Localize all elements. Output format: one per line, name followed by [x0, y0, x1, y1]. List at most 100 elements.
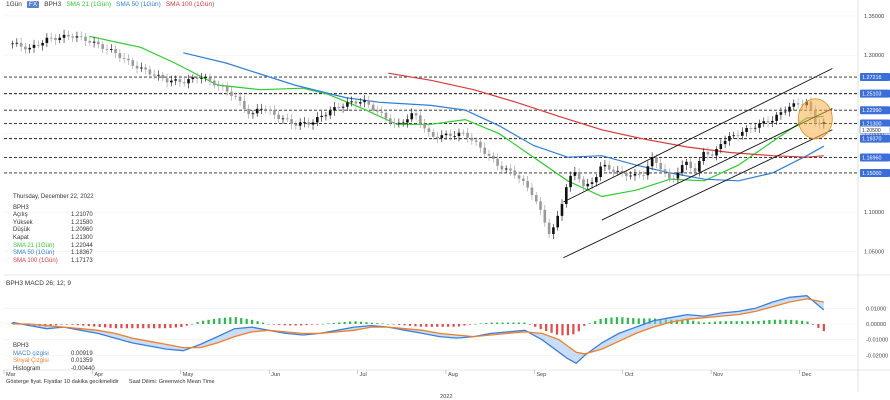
histogram-bar [501, 322, 504, 324]
level-tag-label: 1.15000 [862, 171, 882, 177]
candle-body [788, 106, 791, 112]
candle [771, 116, 774, 128]
candle-body [659, 162, 663, 170]
candle-body [474, 140, 478, 142]
candle-body [487, 153, 491, 156]
level-tag-bg [860, 153, 890, 162]
candle [328, 106, 332, 119]
candle [444, 130, 448, 140]
candle-body [401, 122, 405, 124]
candle [230, 86, 233, 101]
candle [49, 32, 53, 43]
macd-series [12, 295, 825, 365]
candle-body [84, 36, 87, 41]
histogram-bar [294, 324, 297, 326]
histogram-bar [702, 322, 706, 324]
candle [539, 197, 542, 215]
candle-body [534, 195, 538, 202]
candle [371, 101, 375, 115]
macd-row-hist: Histogram -0.00440 [13, 365, 95, 372]
histogram-bar [109, 324, 112, 328]
price-candles [11, 29, 826, 239]
histogram-bar [566, 324, 570, 336]
candle-body [354, 101, 358, 104]
candle [251, 110, 255, 119]
histogram-bar [604, 317, 608, 324]
interval-label[interactable]: 1Gün [6, 1, 22, 8]
level-tag: 1.15000 [860, 168, 890, 177]
histogram-bar [218, 318, 221, 324]
macd-tick-label: 0.00000 [866, 322, 886, 328]
candle-body [187, 79, 190, 84]
candle-body [161, 74, 165, 79]
candle-body [225, 86, 229, 92]
candle [680, 160, 684, 176]
candle [629, 171, 632, 180]
histogram-bar [332, 322, 335, 324]
candle [174, 75, 177, 85]
fx-badge[interactable]: FX [26, 1, 40, 8]
price-levels [4, 76, 858, 174]
candle [556, 210, 559, 231]
candle [45, 33, 49, 48]
candle-body [637, 173, 641, 175]
histogram-bar [403, 324, 406, 326]
candle-body [41, 42, 44, 46]
candle [397, 118, 401, 128]
candle [689, 157, 693, 172]
candle-body [49, 37, 53, 39]
channel-upper [563, 68, 833, 203]
candle [97, 37, 100, 49]
candle [749, 123, 753, 134]
candle [67, 30, 70, 40]
candle-body [706, 151, 710, 155]
candle-body [449, 133, 452, 137]
info-symbol: BPH3 [13, 204, 29, 211]
histogram-bar [708, 322, 711, 324]
candle-body [32, 44, 36, 48]
candle [401, 119, 405, 127]
histogram-bar [517, 322, 521, 324]
candle [384, 109, 388, 124]
candle [165, 73, 169, 88]
candle-body [612, 169, 615, 172]
histogram-bar [289, 324, 292, 326]
histogram-bar [234, 317, 237, 324]
candle [122, 53, 126, 64]
histogram-bar [643, 318, 646, 324]
candle [341, 103, 345, 113]
candle [796, 98, 800, 109]
candle [590, 177, 594, 189]
histogram-bar [741, 321, 744, 324]
histogram-bar [283, 324, 286, 326]
histogram-bar [142, 324, 145, 329]
histogram-bar [114, 324, 118, 329]
candle-body [367, 100, 371, 105]
candle [431, 128, 435, 140]
candle-body [333, 107, 336, 111]
candle-body [45, 37, 49, 43]
candle [672, 174, 675, 183]
candle-body [212, 80, 216, 86]
histogram-bar [338, 322, 341, 324]
candle [668, 168, 671, 183]
candle [715, 146, 718, 161]
histogram-bar [800, 320, 804, 324]
histogram-bar [147, 324, 150, 329]
candle-body [723, 140, 727, 145]
histogram-bar [474, 323, 477, 325]
candle [427, 124, 431, 137]
candle-body [620, 170, 624, 173]
histogram-bar [359, 321, 363, 324]
histogram-bar [261, 322, 265, 324]
candle-body [543, 209, 547, 223]
time-tick-label: Mar [6, 372, 16, 378]
candle-body [260, 108, 263, 110]
candle [775, 111, 778, 125]
chart-legend: 1Gün FX BPH3 SMA 21 (1Gün) SMA 50 (1Gün)… [6, 1, 214, 8]
candle-body [745, 127, 748, 132]
candle [650, 152, 654, 171]
info-row-low: Düşük 1.20960 [13, 227, 93, 234]
price-info-panel: Thursday, December 22, 2022 BPH3 Açılış 1… [13, 194, 94, 265]
histogram-bar [76, 324, 79, 326]
